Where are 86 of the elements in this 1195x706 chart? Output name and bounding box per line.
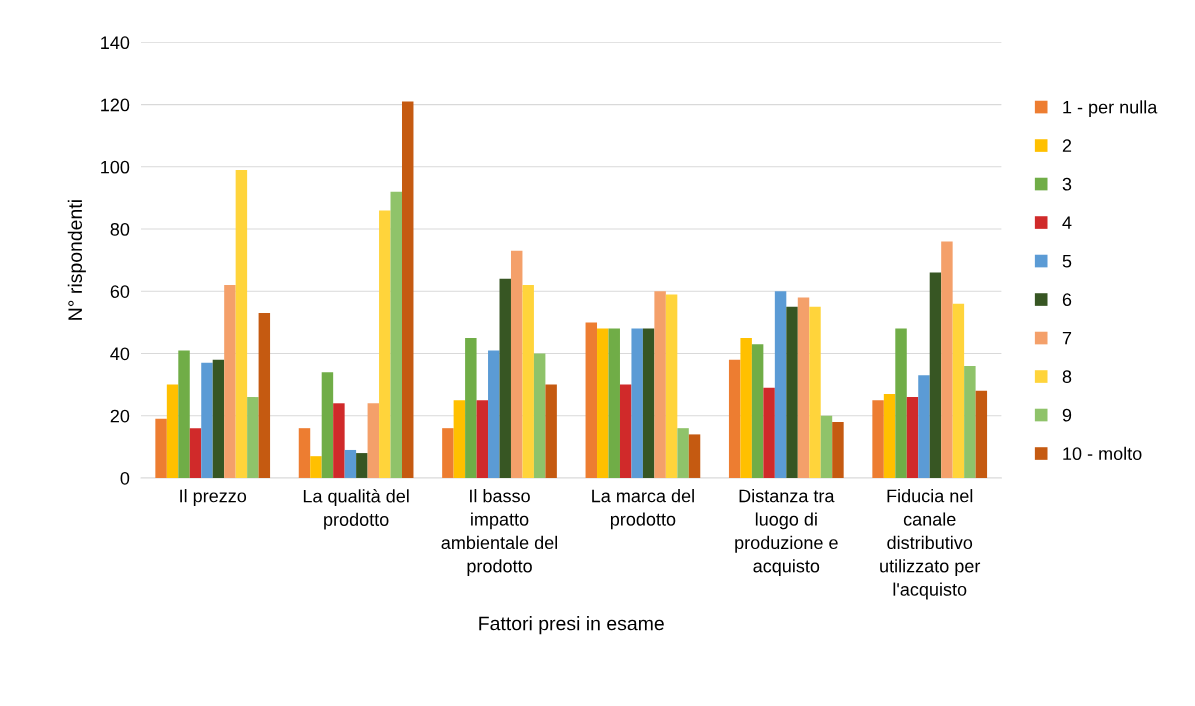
bar: [751, 344, 764, 478]
bar: [797, 297, 810, 478]
legend-label: 5: [1062, 254, 1072, 268]
bar: [189, 428, 202, 478]
bar: [402, 101, 414, 478]
bar: [235, 169, 248, 478]
y-tick-label: 140: [101, 36, 130, 50]
legend-label: 6: [1062, 293, 1072, 307]
bar: [476, 400, 489, 478]
y-tick-label: 40: [110, 347, 130, 361]
x-tick-label: La qualità del prodotto: [303, 489, 409, 530]
bar: [929, 272, 942, 478]
bar: [872, 400, 884, 478]
bar: [774, 291, 787, 478]
bar: [677, 428, 689, 478]
bar: [258, 313, 271, 478]
bar: [608, 328, 620, 478]
bar: [688, 434, 701, 478]
bar: [906, 397, 919, 478]
bar: [499, 278, 511, 478]
bar: [832, 421, 844, 478]
bar: [585, 322, 598, 478]
bar: [895, 328, 907, 478]
y-axis-title: N° rispondenti: [67, 200, 86, 320]
legend-label: 7: [1062, 331, 1072, 345]
bar: [883, 393, 896, 478]
bar: [321, 372, 334, 478]
bar: [453, 400, 466, 478]
bar: [178, 350, 190, 478]
x-tick-label: Il basso impatto ambientale del prodotto: [441, 489, 558, 577]
bar: [941, 241, 953, 478]
bar: [379, 210, 391, 478]
bar: [786, 306, 798, 478]
bar: [665, 294, 678, 478]
bar: [763, 387, 775, 478]
bar: [488, 350, 500, 478]
bar: [465, 337, 477, 478]
x-tick-label: Fiducia nel canale distributivo utilizzato per l'acquisto: [880, 489, 981, 600]
legend-label: 2: [1062, 139, 1072, 152]
bar: [224, 285, 236, 478]
bar: [333, 403, 345, 478]
bar: [545, 384, 557, 478]
bar: [728, 359, 741, 478]
bar: [740, 337, 752, 478]
bar: [212, 359, 225, 478]
bar: [654, 291, 666, 478]
bar: [975, 390, 988, 478]
x-axis-title: Fattori presi in esame: [479, 616, 664, 635]
bar: [155, 418, 167, 478]
y-tick-label: 60: [110, 285, 130, 298]
bar: [298, 428, 311, 478]
bar: [344, 449, 357, 478]
bar: [952, 303, 965, 478]
y-tick-label: 20: [110, 409, 130, 423]
bar: [918, 375, 930, 478]
legend-label: 1 - per nulla: [1063, 100, 1158, 118]
bar: [964, 365, 976, 478]
bar: [442, 428, 454, 478]
y-tick-label: 100: [101, 160, 130, 174]
bar: [166, 384, 179, 478]
bar: [533, 353, 546, 478]
y-tick-label: 80: [110, 222, 130, 236]
x-tick-label: Distanza tra luogo di produzione e acquisto: [735, 489, 838, 577]
bar: [619, 384, 632, 478]
legend-label: 9: [1062, 408, 1072, 422]
bar: [631, 328, 643, 478]
x-tick-label: La marca del prodotto: [592, 489, 694, 530]
legend-label: 10 - molto: [1063, 446, 1142, 461]
bar: [201, 362, 213, 478]
x-tick-label: Il prezzo: [180, 489, 247, 506]
bar: [820, 415, 833, 478]
bar: [642, 328, 655, 478]
bar: [247, 397, 259, 478]
bar: [522, 285, 534, 478]
y-tick-label: 120: [101, 98, 130, 112]
bar: [809, 306, 821, 478]
legend-label: 3: [1062, 177, 1072, 191]
y-tick-label: 0: [120, 471, 130, 485]
legend-label: 8: [1062, 370, 1072, 384]
bar: [390, 191, 402, 478]
bar: [510, 250, 523, 478]
bar: [356, 453, 368, 478]
bar: [310, 456, 322, 478]
bar: [597, 328, 609, 478]
legend-label: 4: [1062, 216, 1072, 229]
bar: [367, 403, 380, 478]
